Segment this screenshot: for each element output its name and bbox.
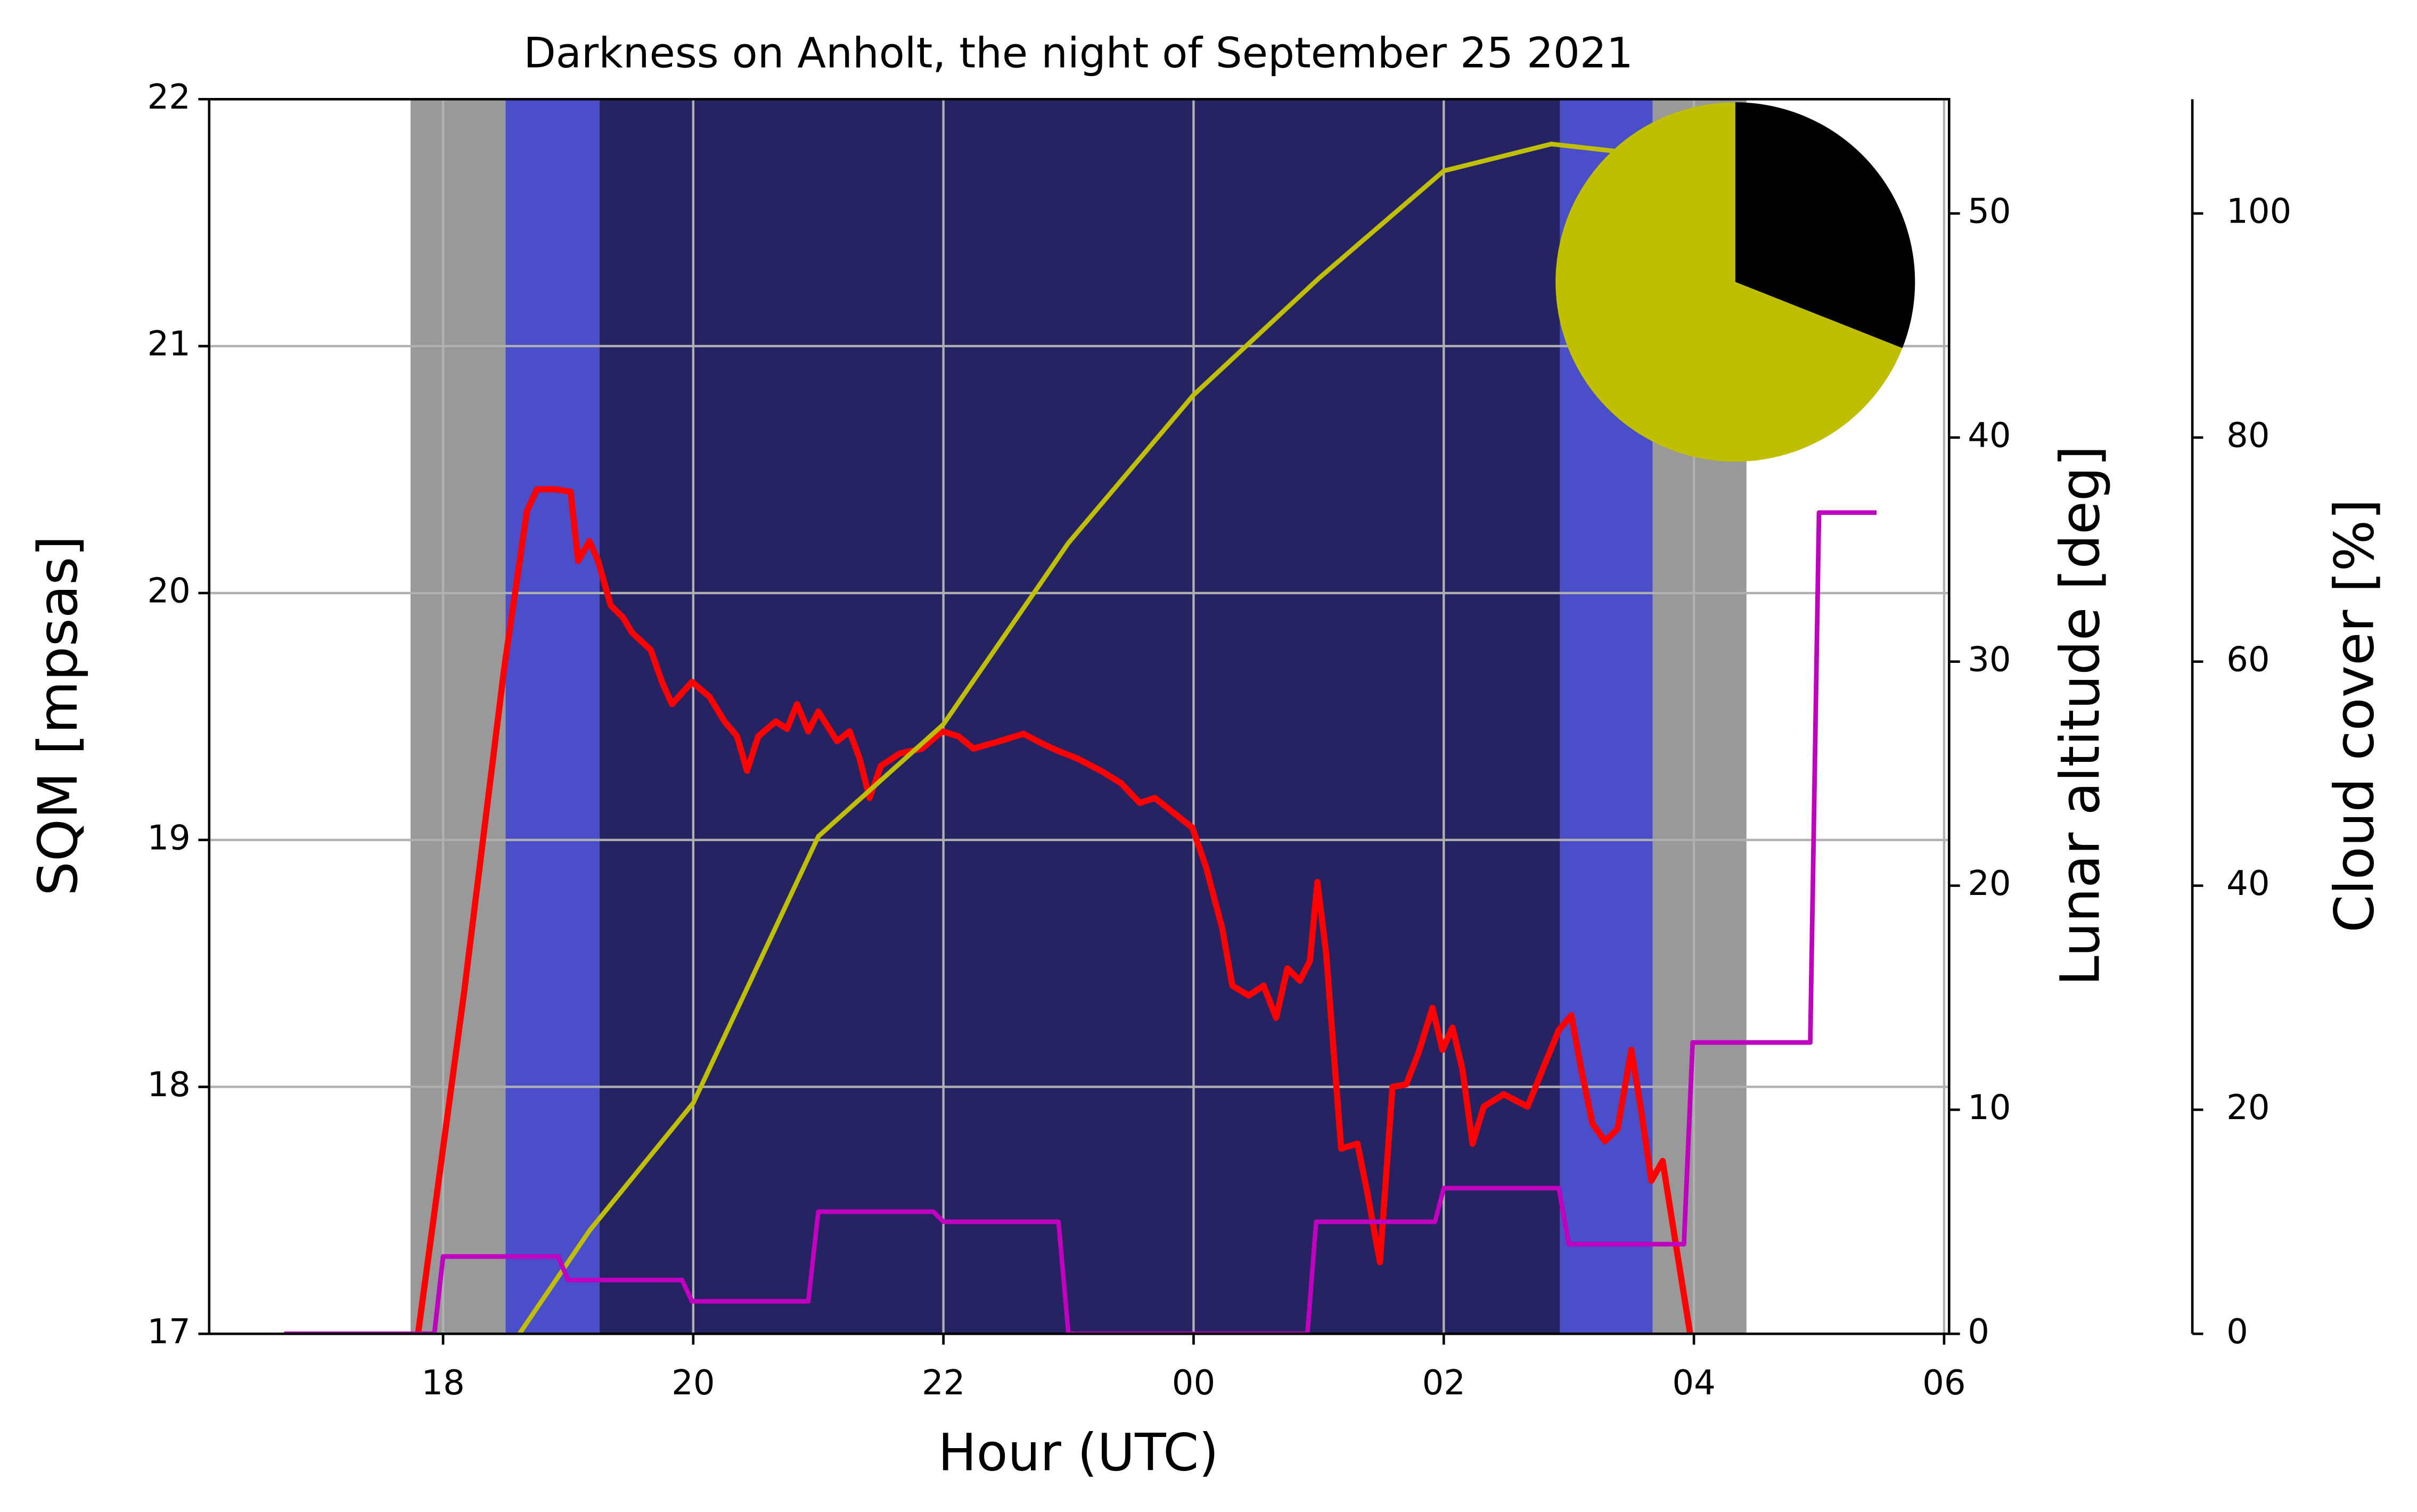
twilight-band (505, 99, 600, 1334)
plot-frame (208, 97, 1951, 1335)
y2-tick-label: 0 (1968, 1312, 1989, 1352)
y-tick-label: 19 (147, 818, 190, 858)
y2-tick-label: 30 (1968, 640, 2011, 679)
data-line (284, 510, 1877, 1334)
y3-tick-label: 60 (2226, 640, 2269, 679)
y3-tick-label: 80 (2226, 416, 2269, 455)
y2-tick-label: 40 (1968, 416, 2011, 455)
chart-title: Darkness on Anholt, the night of Septemb… (523, 28, 1633, 77)
x-axis-label: Hour (UTC) (938, 1423, 1219, 1483)
y2-axis-label: Lunar altitude [deg] (2049, 446, 2112, 986)
x-tick-label: 00 (1172, 1363, 1215, 1403)
y-axis-label: SQM [mpsas] (27, 536, 90, 896)
x-tick-label: 06 (1922, 1363, 1965, 1403)
y3-tick-label: 40 (2226, 864, 2269, 903)
data-line (517, 142, 1652, 1334)
y-tick-label: 22 (147, 78, 190, 117)
y2-tick-label: 10 (1968, 1088, 2011, 1128)
y3-tick-label: 20 (2226, 1088, 2269, 1128)
x-tick-label: 20 (671, 1363, 715, 1403)
y2-tick-label: 50 (1968, 192, 2011, 232)
y2-tick-label: 20 (1968, 864, 2011, 903)
y-tick-label: 18 (147, 1065, 190, 1105)
pie-slice (1555, 102, 1903, 462)
data-line (415, 486, 1693, 1334)
y-tick-label: 21 (147, 325, 190, 364)
twilight-band (599, 99, 1560, 1334)
x-tick-label: 18 (421, 1363, 464, 1403)
twilight-band (410, 99, 506, 1334)
y-tick-label: 17 (147, 1312, 190, 1352)
y-tick-label: 20 (147, 571, 190, 611)
y3-axis-label: Cloud cover [%] (2323, 499, 2386, 933)
y3-tick-label: 0 (2226, 1312, 2248, 1352)
x-tick-label: 22 (922, 1363, 965, 1403)
y3-tick-label: 100 (2226, 192, 2291, 232)
x-tick-label: 04 (1672, 1363, 1715, 1403)
x-tick-label: 02 (1422, 1363, 1465, 1403)
pie-slice (1735, 102, 1915, 348)
